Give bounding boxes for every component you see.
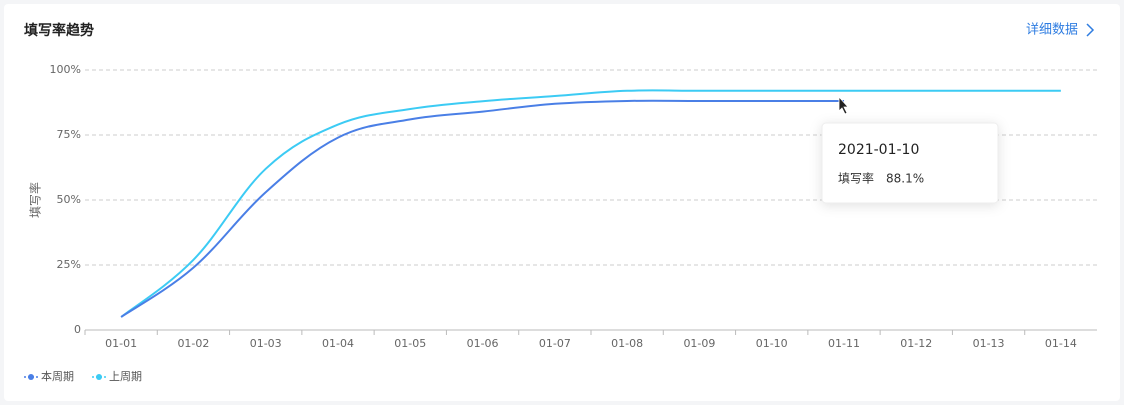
x-tick-label: 01-01 (105, 337, 137, 350)
y-tick-label: 75% (57, 128, 81, 141)
x-tick-label: 01-08 (611, 337, 643, 350)
tooltip-box (821, 122, 999, 204)
x-tick-label: 01-06 (467, 337, 499, 350)
legend-label: 上周期 (109, 370, 142, 383)
series-line (120, 89, 1061, 318)
y-tick-label: 50% (57, 193, 81, 206)
y-tick-label: 0 (74, 323, 81, 336)
cursor (838, 95, 849, 115)
card-title: 填写率趋势 (24, 22, 94, 39)
x-tick-label: 01-10 (756, 337, 788, 350)
x-tick-label: 01-03 (250, 337, 282, 350)
legend-dot (96, 374, 102, 380)
tooltip-title: 2021-01-10 (838, 142, 919, 158)
x-tick-label: 01-11 (828, 337, 860, 350)
x-tick-label: 01-13 (973, 337, 1005, 350)
tooltip-value: 88.1% (886, 172, 924, 186)
x-tick-label: 01-12 (900, 337, 932, 350)
y-tick-label: 100% (50, 63, 81, 76)
y-tick-label: 25% (57, 258, 81, 271)
tooltip: 2021-01-10 填写率 88.1% (821, 122, 999, 204)
x-tick-label: 01-05 (394, 337, 426, 350)
legend-dot (28, 374, 34, 380)
link-arrow[interactable] (1086, 23, 1095, 37)
x-tick-label: 01-14 (1045, 337, 1077, 350)
legend-label: 本周期 (41, 369, 74, 383)
tooltip-label: 填写率 (838, 171, 874, 186)
y-axis-label: 填写率 (28, 182, 43, 218)
x-tick-label: 01-04 (322, 337, 354, 350)
x-tick-label: 01-02 (177, 337, 209, 350)
detail-link[interactable]: 详细数据 (1026, 23, 1078, 38)
x-tick-label: 01-07 (539, 337, 571, 350)
series-line (120, 99, 844, 318)
x-tick-label: 01-09 (683, 337, 715, 350)
